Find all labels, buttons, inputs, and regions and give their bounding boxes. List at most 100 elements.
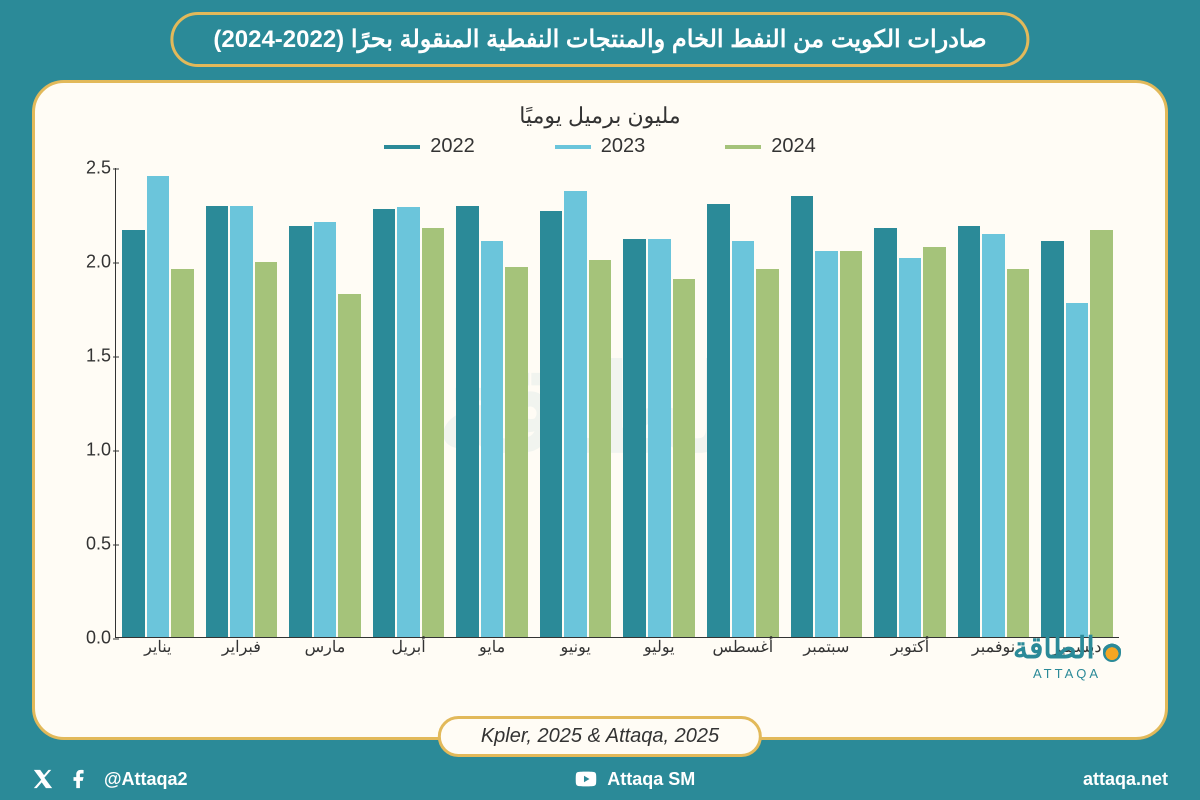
bar — [791, 196, 814, 637]
x-tick-label: يونيو — [534, 637, 618, 661]
header-title-pill: صادرات الكويت من النفط الخام والمنتجات ا… — [170, 12, 1029, 67]
social-handle: @Attaqa2 — [104, 769, 188, 790]
x-tick-label: أغسطس — [701, 637, 785, 661]
x-tick-label: فبراير — [200, 637, 284, 661]
bar — [1066, 303, 1089, 637]
x-tick-label: مارس — [283, 637, 367, 661]
bar — [289, 226, 312, 637]
bar — [505, 267, 528, 637]
bar — [481, 241, 504, 637]
chart-card: الطاقة مليون برميل يوميًا 2022 2023 2024 0… — [32, 80, 1168, 740]
y-tick-label: 0.5 — [71, 534, 111, 555]
bar — [171, 269, 194, 637]
youtube-icon — [575, 768, 597, 790]
y-tick-label: 1.5 — [71, 346, 111, 367]
bar — [338, 294, 361, 637]
bar — [589, 260, 612, 637]
bar — [314, 222, 337, 637]
month-group — [868, 168, 952, 637]
source-pill: Kpler, 2025 & Attaqa, 2025 — [438, 716, 762, 757]
bar — [397, 207, 420, 637]
x-tick-label: أكتوبر — [868, 637, 952, 661]
bar — [1007, 269, 1030, 637]
legend-item: 2023 — [555, 135, 646, 158]
chart-subtitle: مليون برميل يوميًا — [71, 103, 1129, 129]
brand-name-en: ATTAQA — [1013, 666, 1121, 681]
x-tick-label: أبريل — [367, 637, 451, 661]
footer-left: @Attaqa2 — [32, 768, 188, 790]
bar — [732, 241, 755, 637]
bar — [564, 191, 587, 637]
bar — [815, 251, 838, 637]
x-tick-label: يناير — [116, 637, 200, 661]
bar — [899, 258, 922, 637]
legend-label: 2024 — [771, 135, 816, 158]
brand-logo: الطاقة ATTAQA — [1013, 631, 1121, 681]
y-tick-label: 0.0 — [71, 628, 111, 649]
x-tick-label: سبتمبر — [785, 637, 869, 661]
chart-legend: 2022 2023 2024 — [71, 135, 1129, 158]
bar — [923, 247, 946, 637]
footer-center: Attaqa SM — [575, 768, 695, 790]
bar — [1090, 230, 1113, 637]
bar — [373, 209, 396, 637]
brand-name-ar: الطاقة — [1013, 632, 1095, 665]
footer-bar: @Attaqa2 Attaqa SM attaqa.net — [32, 768, 1168, 790]
month-group — [534, 168, 618, 637]
bar — [122, 230, 145, 637]
x-tick-label: يوليو — [617, 637, 701, 661]
month-group — [116, 168, 200, 637]
bar — [230, 206, 253, 637]
month-group — [785, 168, 869, 637]
bar — [147, 176, 170, 637]
bar — [255, 262, 278, 637]
bar — [456, 206, 479, 637]
source-text: Kpler, 2025 & Attaqa, 2025 — [481, 725, 719, 747]
brand-site: attaqa.net — [1083, 769, 1168, 789]
bar — [756, 269, 779, 637]
chart-area: مليون برميل يوميًا 202220232024 0.00.51.… — [71, 103, 1129, 687]
youtube-handle: Attaqa SM — [607, 769, 695, 790]
bar — [673, 279, 696, 637]
legend-item: 2024 — [725, 135, 816, 158]
bar — [840, 251, 863, 637]
month-group — [1035, 168, 1119, 637]
legend-swatch — [555, 145, 591, 149]
legend-swatch — [384, 145, 420, 149]
month-group — [367, 168, 451, 637]
y-axis: 0.00.51.01.52.02.5 — [71, 168, 111, 638]
y-tick-label: 2.5 — [71, 158, 111, 179]
bar — [623, 239, 646, 637]
month-group — [952, 168, 1036, 637]
legend-swatch — [725, 145, 761, 149]
bar — [648, 239, 671, 637]
month-group — [617, 168, 701, 637]
plot-inner: ينايرفبرايرمارسأبريلمايويونيويوليوأغسطسس… — [115, 168, 1119, 638]
y-tick-label: 1.0 — [71, 440, 111, 461]
y-tick-label: 2.0 — [71, 252, 111, 273]
bar — [422, 228, 445, 637]
header-title: صادرات الكويت من النفط الخام والمنتجات ا… — [213, 26, 986, 53]
bar — [206, 206, 229, 637]
legend-label: 2023 — [601, 135, 646, 158]
bar — [707, 204, 730, 637]
x-icon — [32, 768, 54, 790]
footer-right: attaqa.net — [1083, 769, 1168, 790]
x-axis-labels: ينايرفبرايرمارسأبريلمايويونيويوليوأغسطسس… — [116, 637, 1119, 661]
bar — [982, 234, 1005, 637]
facebook-icon — [68, 768, 90, 790]
bar — [874, 228, 897, 637]
month-group — [450, 168, 534, 637]
month-group — [200, 168, 284, 637]
chart-plot: 0.00.51.01.52.02.5 ينايرفبرايرمارسأبريلم… — [115, 168, 1119, 662]
month-group — [701, 168, 785, 637]
legend-label: 2022 — [430, 135, 475, 158]
bar — [958, 226, 981, 637]
legend-item: 2022 — [384, 135, 475, 158]
drop-icon — [1103, 638, 1121, 662]
x-tick-label: مايو — [450, 637, 534, 661]
month-group — [283, 168, 367, 637]
bar — [1041, 241, 1064, 637]
bar — [540, 211, 563, 637]
bars-container — [116, 168, 1119, 637]
